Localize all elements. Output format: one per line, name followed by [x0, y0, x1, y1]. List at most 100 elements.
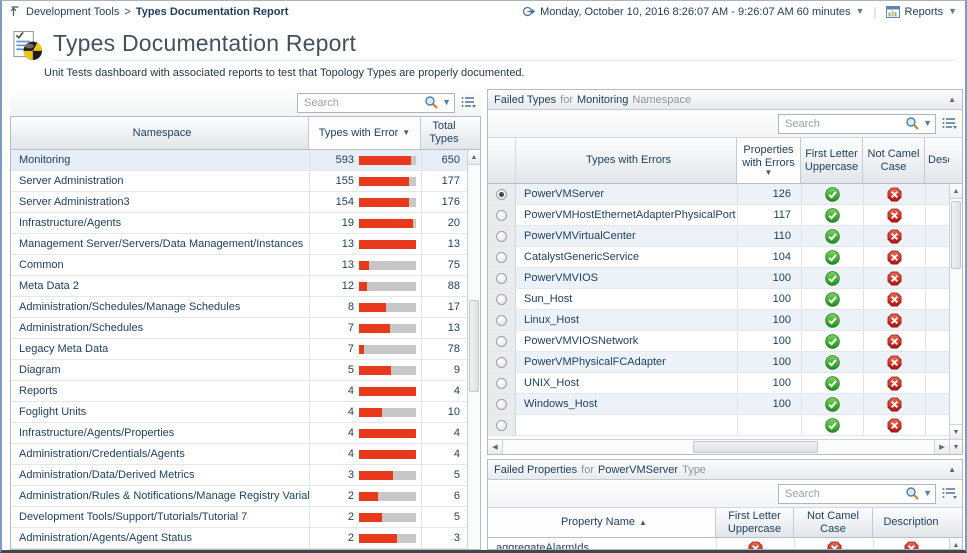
breadcrumb-up-icon[interactable] [10, 6, 21, 17]
collapse-panel-icon[interactable]: ▲ [948, 95, 956, 104]
reports-menu-button[interactable]: Reports ▼ [885, 5, 957, 18]
table-row[interactable]: Administration/Agents/Agent Status 2 3 [11, 528, 467, 549]
namespace-table-body-rows: Monitoring 593 650 Server Administration 155… [11, 150, 467, 549]
scroll-right-icon[interactable]: ▶ [934, 440, 949, 454]
failed-properties-vscrollbar[interactable]: ▲ [949, 538, 962, 549]
failed-types-vscrollbar[interactable]: ▲ ▼ [949, 184, 962, 439]
table-row[interactable]: Windows_Host 100 [488, 394, 949, 415]
failed-types-search-input[interactable] [785, 117, 906, 130]
table-row[interactable]: Administration/Rules & Notifications/Man… [11, 486, 467, 507]
row-radio-button[interactable] [496, 314, 507, 326]
red-x-icon [887, 376, 902, 391]
failed-properties-customizer-button[interactable] [942, 487, 959, 500]
table-row[interactable]: PowerVMVirtualCenter 110 [488, 226, 949, 247]
row-radio-button[interactable] [496, 293, 507, 305]
column-header-namespace[interactable]: Namespace [11, 117, 309, 149]
table-row[interactable]: Administration/Schedules 7 13 [11, 318, 467, 339]
table-row[interactable]: PowerVMVIOS 100 [488, 268, 949, 289]
failed-types-customizer-button[interactable] [942, 117, 959, 130]
table-row[interactable]: CatalystGenericService 104 [488, 247, 949, 268]
row-radio-button[interactable] [496, 209, 507, 221]
failed-types-hscroll-thumb[interactable] [692, 441, 818, 453]
namespace-cell: Legacy Meta Data [19, 343, 109, 355]
table-row[interactable]: PowerVMServer 126 [488, 184, 949, 205]
scroll-up-icon[interactable]: ▲ [468, 150, 480, 165]
table-row[interactable]: PowerVMPhysicalFCAdapter 100 [488, 352, 949, 373]
column-header-not-camel-case[interactable]: Not Camel Case [863, 138, 925, 183]
table-row[interactable]: PowerVMVIOSNetwork 100 [488, 331, 949, 352]
table-row[interactable]: Common 13 75 [11, 255, 467, 276]
breadcrumb-parent-link[interactable]: Development Tools [26, 5, 120, 18]
failed-types-search-button[interactable]: ▼ [905, 116, 932, 131]
scroll-down-icon[interactable]: ▼ [950, 424, 962, 439]
type-name-cell: PowerVMHostEthernetAdapterPhysicalPort [524, 209, 736, 221]
column-header-property-name[interactable]: Property Name ▲ [488, 508, 716, 537]
column-header-first-letter-uppercase[interactable]: First Letter Uppercase [716, 508, 794, 537]
namespace-customizer-button[interactable] [461, 96, 478, 109]
first-letter-uppercase-cell [716, 538, 794, 549]
scroll-left-icon[interactable]: ◀ [488, 440, 503, 454]
table-row[interactable]: Development Tools/Support/Tutorials/Tuto… [11, 507, 467, 528]
table-row[interactable]: Management Server/Servers/Data Managemen… [11, 234, 467, 255]
table-row[interactable]: Administration/Data/Derived Metrics 3 5 [11, 465, 467, 486]
table-row[interactable]: Server Administration3 154 176 [11, 192, 467, 213]
failed-properties-search-button[interactable]: ▼ [905, 486, 932, 501]
scroll-up-icon[interactable]: ▲ [950, 538, 962, 549]
table-row[interactable]: Diagram 5 9 [11, 360, 467, 381]
row-radio-button[interactable] [496, 356, 507, 368]
row-radio-button[interactable] [496, 377, 507, 389]
namespace-cell: Server Administration3 [19, 196, 130, 208]
table-row[interactable]: Monitoring 593 650 [11, 150, 467, 171]
row-radio-button[interactable] [496, 272, 507, 284]
table-row[interactable]: Meta Data 2 12 88 [11, 276, 467, 297]
error-ratio-bar [359, 197, 416, 207]
table-row[interactable]: UNIX_Host 100 [488, 373, 949, 394]
column-header-description-truncated[interactable]: Description [928, 154, 949, 167]
namespace-table-vscrollbar[interactable]: ▲ [467, 150, 480, 549]
row-radio-button[interactable] [496, 335, 507, 347]
column-header-description[interactable]: Description [883, 516, 939, 529]
namespace-search-input[interactable] [304, 96, 425, 109]
failed-properties-search-input[interactable] [785, 487, 906, 500]
table-row[interactable]: Foglight Units 4 10 [11, 402, 467, 423]
column-header-types-with-errors[interactable]: Types with Errors [516, 138, 737, 183]
collapse-panel-icon[interactable]: ▲ [948, 465, 956, 474]
table-row[interactable]: PowerVMHostEthernetAdapterPhysicalPort 11… [488, 205, 949, 226]
table-row[interactable]: Sun_Host 100 [488, 289, 949, 310]
row-radio-button[interactable] [496, 398, 507, 410]
total-types-cell: 4 [421, 381, 467, 401]
row-radio-button[interactable] [496, 188, 507, 200]
column-header-not-camel-case[interactable]: Not Camel Case [794, 508, 873, 537]
table-row[interactable]: aggregateAlarmIds [488, 538, 949, 549]
table-row[interactable]: Administration/Schedules/Manage Schedule… [11, 297, 467, 318]
table-row[interactable]: Infrastructure/Agents 19 20 [11, 213, 467, 234]
row-radio-button[interactable] [496, 230, 507, 242]
total-types-cell: 17 [421, 297, 467, 317]
total-types-cell: 10 [421, 402, 467, 422]
type-name-cell: PowerVMPhysicalFCAdapter [524, 356, 666, 368]
scroll-down-icon[interactable]: ▼ [949, 439, 962, 454]
table-row[interactable] [488, 415, 949, 436]
table-row[interactable]: Server Administration 155 177 [11, 171, 467, 192]
table-row[interactable]: Infrastructure/Agents/Properties 4 4 [11, 423, 467, 444]
scroll-up-icon[interactable]: ▲ [950, 184, 962, 199]
namespace-search-button[interactable]: ▼ [424, 95, 451, 110]
table-row[interactable]: Legacy Meta Data 7 78 [11, 339, 467, 360]
namespace-scroll-thumb[interactable] [469, 300, 479, 392]
time-range-selector[interactable]: Monday, October 10, 2016 8:26:07 AM - 9:… [522, 5, 864, 18]
column-header-first-letter-uppercase[interactable]: First Letter Uppercase [801, 138, 863, 183]
failed-types-scroll-thumb[interactable] [951, 201, 961, 269]
table-row[interactable]: Linux_Host 100 [488, 310, 949, 331]
failed-types-hscrollbar[interactable]: ◀ ▶ [488, 439, 949, 454]
description-cell [925, 247, 949, 267]
red-x-icon [887, 313, 902, 328]
row-radio-button[interactable] [496, 419, 507, 431]
table-row[interactable]: Administration/Credentials/Agents 4 4 [11, 444, 467, 465]
first-letter-uppercase-cell [801, 331, 863, 351]
page-header: Types Documentation Report [12, 25, 955, 65]
row-radio-button[interactable] [496, 251, 507, 263]
column-header-types-with-error[interactable]: Types with Error ▼ [309, 117, 421, 149]
column-header-properties-with-errors[interactable]: Properties with Errors ▼ [737, 138, 801, 183]
column-header-total-types[interactable]: Total Types [429, 120, 459, 145]
table-row[interactable]: Reports 4 4 [11, 381, 467, 402]
